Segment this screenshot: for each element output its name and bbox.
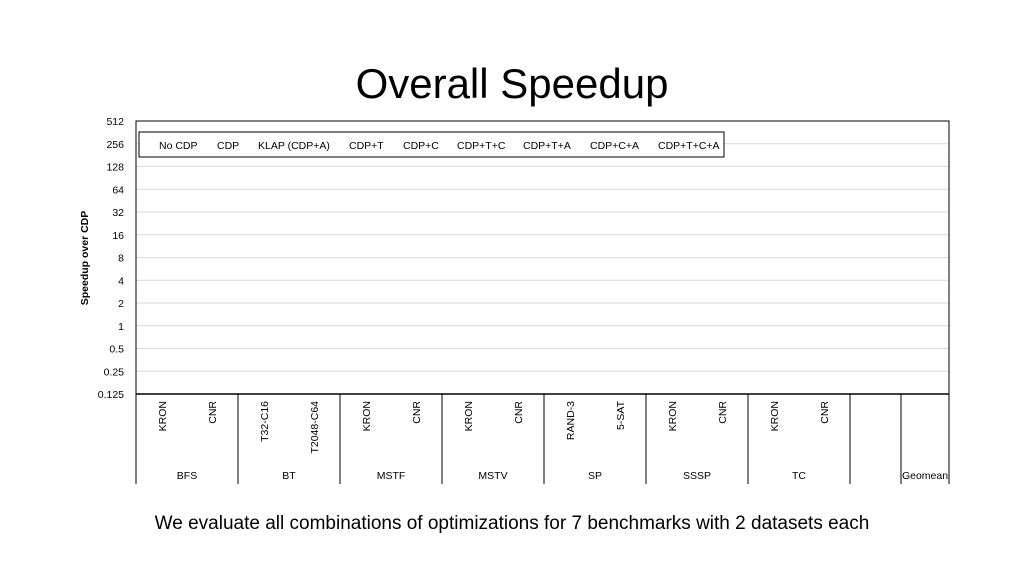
x-tick-label: KRON bbox=[361, 401, 373, 431]
legend-entry: KLAP (CDP+A) bbox=[258, 140, 330, 152]
y-tick-label: 8 bbox=[118, 253, 124, 265]
x-group-label: SSSP bbox=[683, 470, 711, 482]
legend-box bbox=[138, 131, 725, 158]
x-tick-label: 5-SAT bbox=[615, 400, 627, 430]
x-group-label: MSTV bbox=[478, 470, 507, 482]
x-tick-label: CNR bbox=[717, 401, 729, 424]
y-tick-label: 0.5 bbox=[109, 344, 124, 356]
y-tick-label: 512 bbox=[106, 116, 124, 128]
x-tick-label: CNR bbox=[513, 401, 525, 424]
y-tick-label: 128 bbox=[106, 162, 124, 174]
x-tick-label: RAND-3 bbox=[565, 401, 577, 440]
x-group-label: Geomean bbox=[902, 470, 948, 482]
x-tick-label: KRON bbox=[667, 401, 679, 431]
legend-entry: No CDP bbox=[159, 140, 198, 152]
x-tick-label: CNR bbox=[819, 401, 831, 424]
y-tick-label: 2 bbox=[118, 298, 124, 310]
x-tick-label: CNR bbox=[207, 401, 219, 424]
x-tick-label: T2048-C64 bbox=[309, 401, 321, 454]
legend-entry: CDP+T+A bbox=[523, 140, 571, 152]
legend-entry: CDP+T+C+A bbox=[658, 140, 720, 152]
y-axis-label: Speedup over CDP bbox=[79, 211, 91, 306]
legend-entry: CDP+T bbox=[349, 140, 384, 152]
slide-title: Overall Speedup bbox=[355, 60, 669, 107]
y-tick-label: 1 bbox=[118, 321, 124, 333]
y-tick-label: 4 bbox=[118, 275, 124, 287]
legend-entry: CDP+C+A bbox=[590, 140, 639, 152]
x-group-label: SP bbox=[588, 470, 602, 482]
x-tick-label: CNR bbox=[411, 401, 423, 424]
legend-entry: CDP+T+C bbox=[457, 140, 506, 152]
y-tick-label: 16 bbox=[112, 230, 124, 242]
x-group-label: BT bbox=[282, 470, 296, 482]
y-tick-label: 256 bbox=[106, 139, 124, 151]
slide-caption: We evaluate all combinations of optimiza… bbox=[154, 513, 870, 534]
x-tick-label: KRON bbox=[463, 401, 475, 431]
x-tick-label: KRON bbox=[769, 401, 781, 431]
legend-entry: CDP+C bbox=[403, 140, 439, 152]
legend-entry: CDP bbox=[217, 140, 239, 152]
x-group-label: BFS bbox=[177, 470, 197, 482]
y-tick-label: 0.125 bbox=[98, 389, 124, 401]
x-group-label: MSTF bbox=[377, 470, 406, 482]
y-tick-label: 32 bbox=[112, 207, 124, 219]
y-tick-label: 64 bbox=[112, 184, 124, 196]
x-group-label: TC bbox=[792, 470, 806, 482]
x-tick-label: T32-C16 bbox=[259, 401, 271, 442]
y-tick-label: 0.25 bbox=[104, 366, 125, 378]
x-tick-label: KRON bbox=[157, 401, 169, 431]
